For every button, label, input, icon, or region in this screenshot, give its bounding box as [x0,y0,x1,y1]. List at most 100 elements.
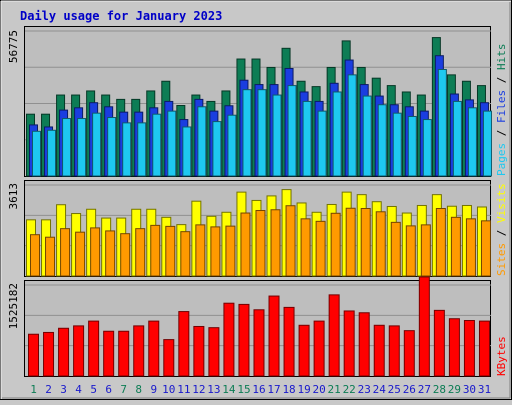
bar-pages-day-10 [167,110,177,177]
legend-separator: / [495,70,508,90]
bar-sites-day-7 [120,233,131,277]
bar-kbytes-day-31 [478,320,490,377]
bar-pages-day-23 [362,95,372,177]
x-tick-label-day-4: 4 [75,383,82,396]
bar-kbytes-day-8 [133,325,145,377]
bar-sites-day-22 [345,207,356,277]
bar-kbytes-day-26 [403,330,415,377]
svg-text:KBytes: KBytes [495,336,508,376]
bar-sites-day-1 [30,234,40,277]
bar-kbytes-day-10 [163,339,175,377]
bar-kbytes-day-19 [298,324,310,377]
legend-bottom: KBytes [495,336,508,376]
bar-sites-day-19 [300,218,311,277]
x-tick-label-day-5: 5 [90,383,97,396]
bar-kbytes-day-22 [343,310,355,377]
bar-sites-day-21 [330,212,341,277]
bar-pages-day-3 [62,118,72,177]
bar-kbytes-day-14 [223,302,235,377]
bar-sites-day-29 [450,216,461,277]
legend-visits: Visits [495,183,508,223]
x-tick-label-day-16: 16 [252,383,265,396]
bar-kbytes-day-24 [373,324,385,377]
x-tick-label-day-18: 18 [282,383,295,396]
x-tick-label-day-28: 28 [433,383,446,396]
bar-kbytes-day-21 [328,294,340,377]
bar-pages-day-21 [332,91,342,177]
bar-sites-day-10 [165,225,176,277]
x-tick-label-day-21: 21 [328,383,341,396]
bar-pages-day-4 [77,118,87,177]
bar-sites-day-23 [360,207,371,277]
panel-top: 56775 Pages / Files / Hits [7,26,508,177]
legend-top: Pages / Files / Hits [495,44,508,177]
bar-kbytes-day-30 [463,320,475,377]
chart-title: Daily usage for January 2023 [20,9,222,23]
x-tick-label-day-14: 14 [222,383,236,396]
bar-pages-day-29 [452,100,462,177]
bar-kbytes-day-4 [73,325,85,377]
bar-pages-day-7 [122,122,132,177]
x-tick-label-day-25: 25 [388,383,401,396]
bar-pages-day-20 [317,110,327,177]
bar-kbytes-day-29 [448,318,460,377]
svg-text:Pages / Files / Hits: Pages / Files / Hits [495,44,508,177]
bar-pages-day-13 [212,121,222,177]
legend-separator: / [495,223,508,243]
x-tick-label-day-3: 3 [60,383,67,396]
bar-kbytes-day-16 [253,309,265,377]
bar-pages-day-17 [272,94,282,177]
x-tick-label-day-29: 29 [448,383,461,396]
bar-sites-day-31 [480,220,491,277]
panel-middle-ymax-label: 3613 [7,183,20,210]
bar-pages-day-5 [92,112,102,177]
bar-pages-day-11 [182,126,192,177]
bars-bottom [25,276,491,377]
x-tick-label-day-2: 2 [45,383,52,396]
legend-kbytes: KBytes [495,336,508,376]
bar-pages-day-19 [302,100,312,177]
legend-pages: Pages [495,143,508,176]
bar-pages-day-28 [437,69,447,177]
x-tick-label-day-20: 20 [313,383,326,396]
x-tick-label-day-10: 10 [162,383,175,396]
bar-sites-day-4 [75,231,86,277]
bar-kbytes-day-13 [208,327,220,377]
bar-kbytes-day-17 [268,295,280,377]
bars-top [25,30,492,177]
bar-pages-day-24 [377,104,387,177]
bar-sites-day-13 [210,226,221,277]
bar-sites-day-16 [255,210,266,277]
bar-sites-day-26 [405,225,416,277]
x-tick-label-day-31: 31 [478,383,491,396]
legend-separator: / [495,123,508,143]
bar-kbytes-day-7 [118,330,130,377]
bar-sites-day-2 [45,236,56,277]
bar-sites-day-11 [180,231,191,277]
bar-pages-day-6 [107,117,117,177]
x-tick-label-day-9: 9 [150,383,157,396]
x-tick-label-day-27: 27 [418,383,431,396]
bar-pages-day-26 [407,115,417,177]
bars-middle [25,184,491,277]
bar-sites-day-18 [285,205,296,277]
bar-kbytes-day-5 [88,320,100,377]
x-tick-label-day-26: 26 [403,383,416,396]
bar-sites-day-15 [240,212,251,277]
panel-bottom-ymax-label: 1525182 [7,283,20,329]
svg-text:Sites / Visits: Sites / Visits [495,183,508,276]
bar-kbytes-day-20 [313,320,325,377]
bar-sites-day-6 [105,230,116,277]
bar-pages-day-15 [242,89,252,177]
panel-middle: 3613 Sites / Visits [7,180,508,277]
bar-pages-day-22 [347,74,357,177]
bar-kbytes-day-6 [103,330,115,377]
bar-kbytes-day-3 [58,327,70,377]
bar-pages-day-18 [287,85,297,177]
bar-kbytes-day-9 [148,320,160,377]
bar-pages-day-14 [227,114,237,177]
panel-top-ymax-label: 56775 [7,30,20,63]
bar-pages-day-9 [152,113,162,177]
